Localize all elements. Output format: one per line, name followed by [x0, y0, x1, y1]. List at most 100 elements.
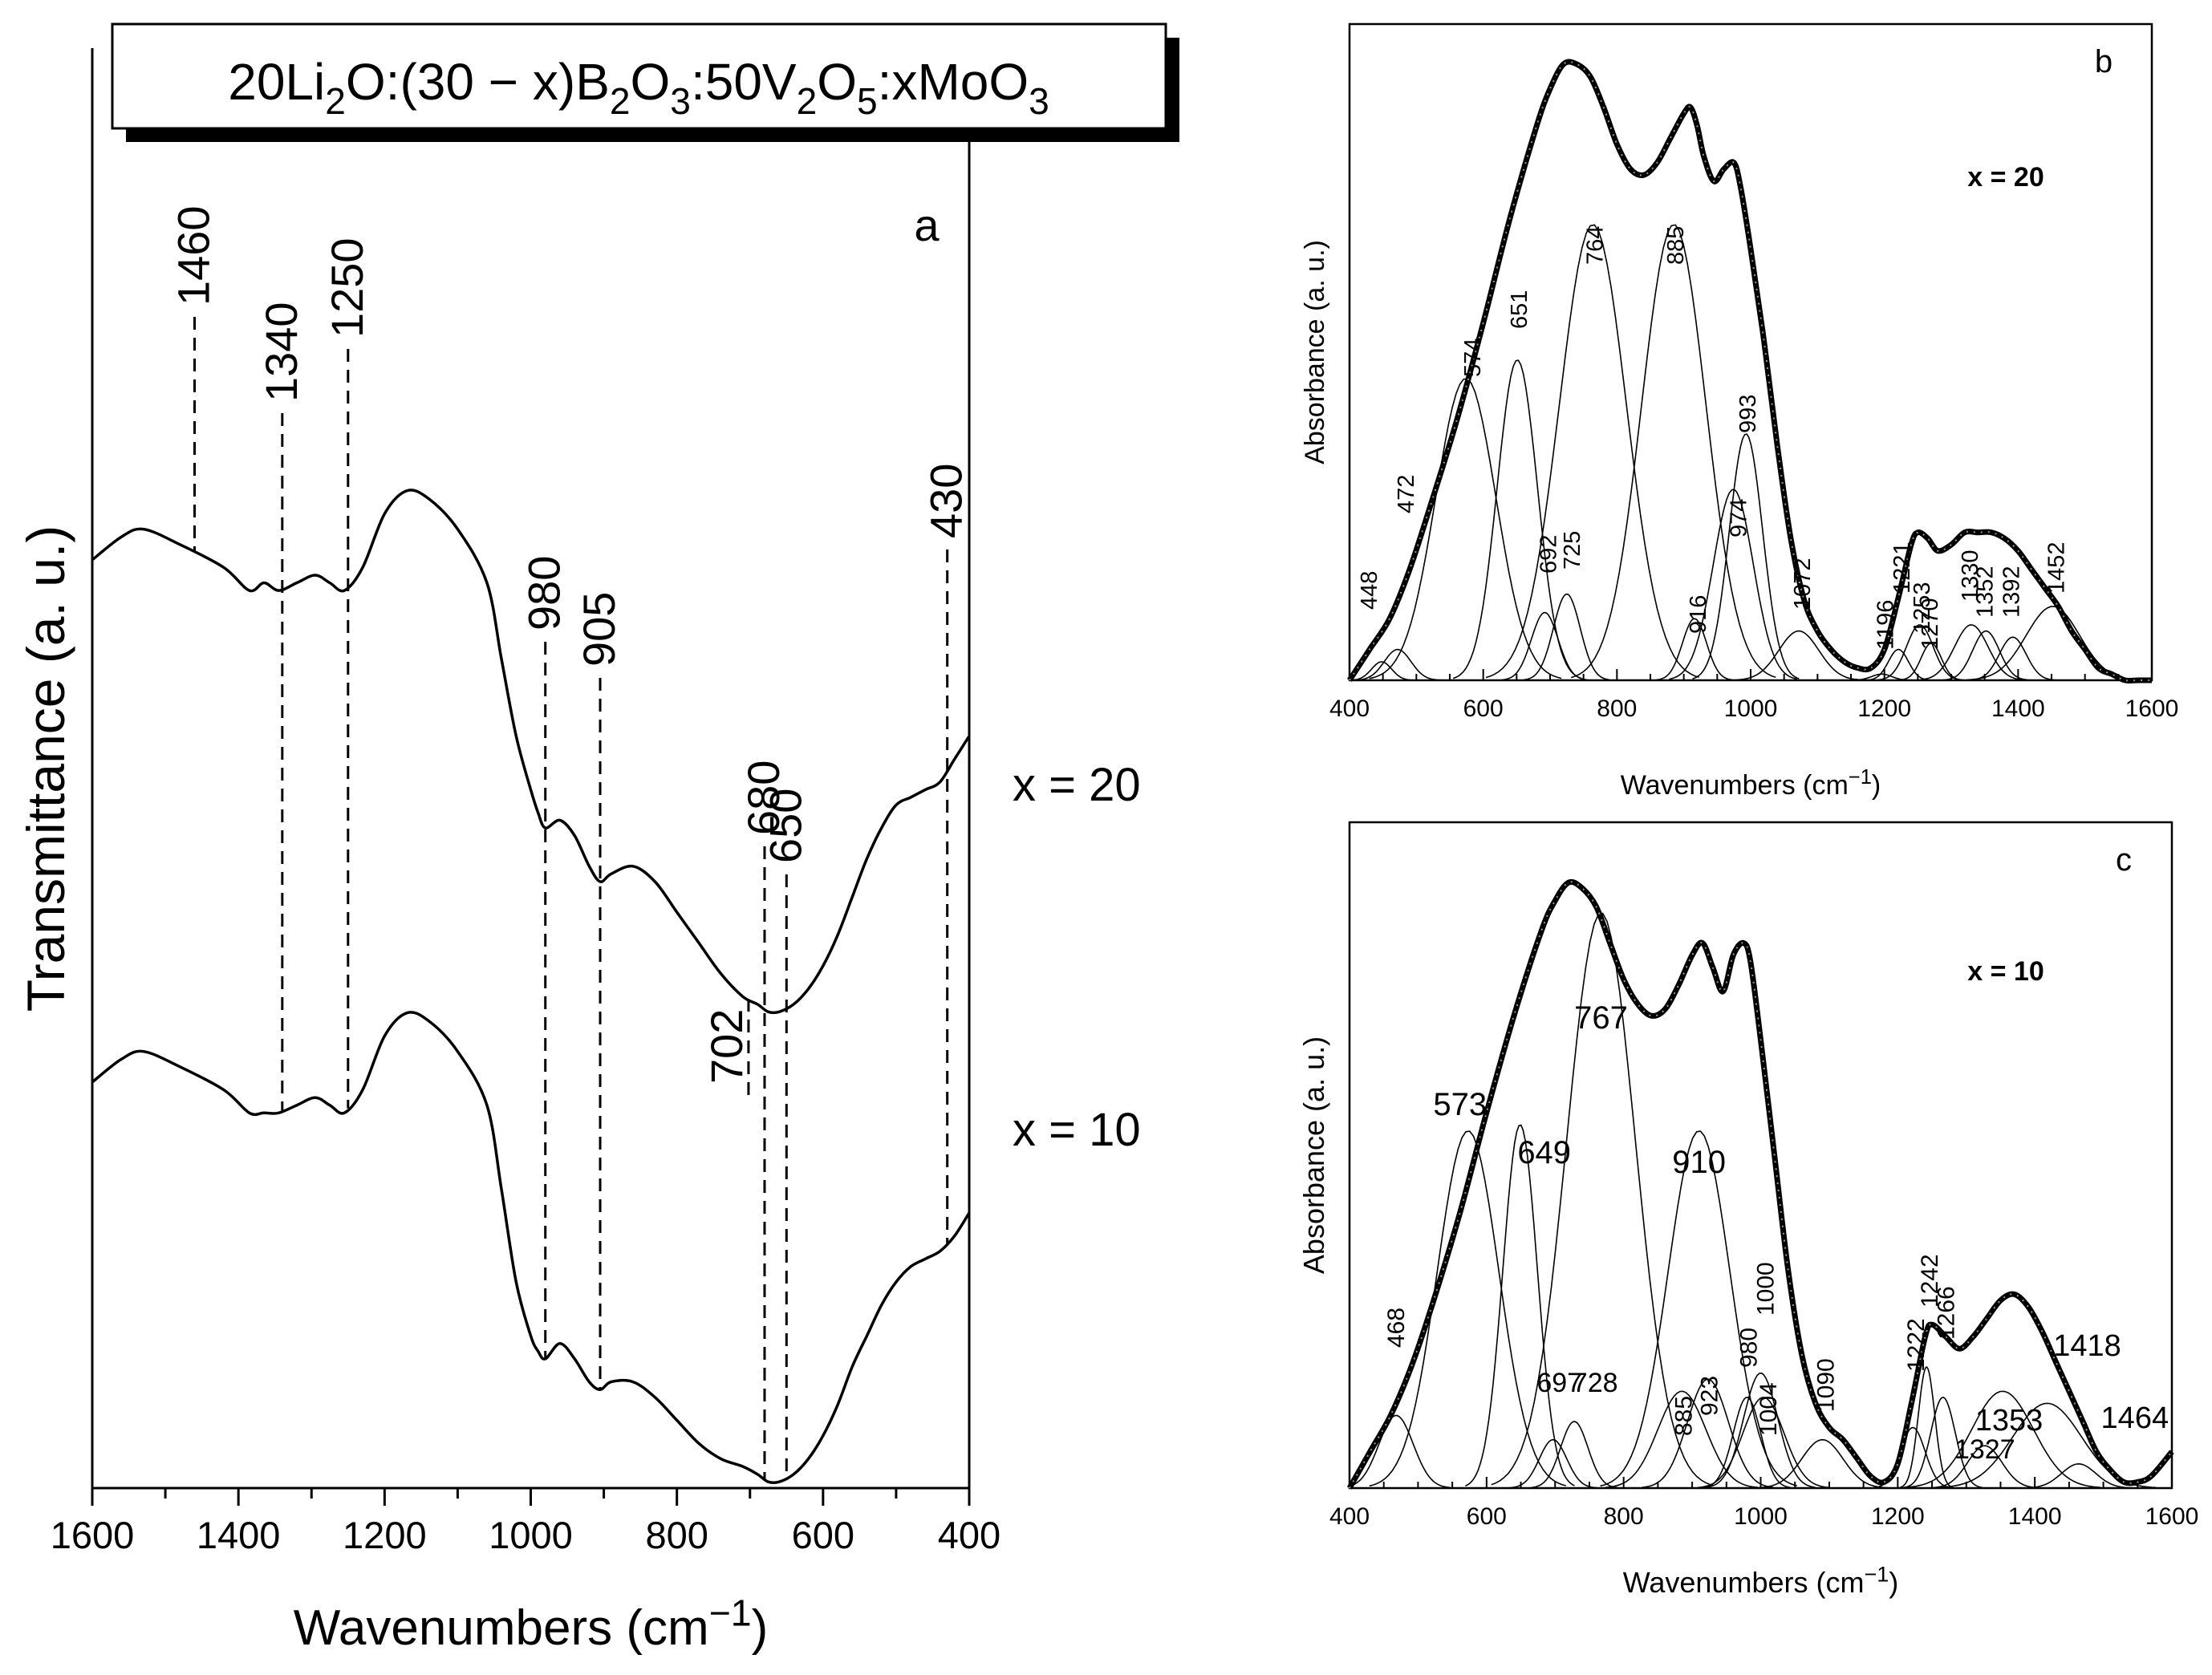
- x-tick-label: 600: [1467, 1503, 1507, 1530]
- peak-label: 993: [1735, 395, 1761, 433]
- series-label: x = 20: [1013, 759, 1141, 811]
- component-peak-725: [1524, 593, 1609, 681]
- component-peak-1270: [1898, 643, 1963, 681]
- peak-label: 1072: [1790, 558, 1816, 610]
- peak-label: 885: [1670, 1396, 1697, 1436]
- peak-label: 885: [1663, 226, 1689, 265]
- component-peak-764: [1485, 224, 1699, 679]
- peak-label: 767: [1574, 1000, 1628, 1036]
- component-peak-573: [1369, 1130, 1567, 1487]
- x-tick-label: 1200: [343, 1514, 427, 1556]
- peak-label: 916: [1686, 595, 1711, 634]
- x-tick-label: 400: [938, 1514, 1000, 1556]
- component-peak-651: [1452, 359, 1581, 679]
- annotation-label: 1250: [322, 237, 372, 338]
- x-tick-label: 1000: [1724, 696, 1778, 722]
- component-peak-1464: [2023, 1462, 2133, 1489]
- component-peak-468: [1350, 1414, 1451, 1489]
- panel-b: 400 600 800 1000 1200 1400 1600 Wavenumbers (cm…: [1300, 22, 2179, 801]
- panel-a: 1600 1400 1200 1000 800 600 400 Wavenumbers (cm…: [16, 22, 1179, 1656]
- component-peak-692: [1501, 611, 1588, 681]
- component-peak-1000: [1706, 1372, 1816, 1488]
- component-peak-728: [1530, 1421, 1618, 1489]
- peak-label: 1352: [1972, 566, 1998, 618]
- envelope-markers: [1349, 61, 2152, 682]
- component-peak-993: [1692, 433, 1800, 679]
- peak-label: 728: [1573, 1368, 1618, 1398]
- x-tick-label: 800: [645, 1514, 708, 1556]
- annotation-label: 905: [574, 592, 624, 667]
- x-tick-label: 1600: [2145, 1503, 2199, 1530]
- peak-label: 764: [1582, 226, 1608, 265]
- peak-label: 472: [1394, 475, 1419, 513]
- peak-label: 1270: [1918, 598, 1943, 650]
- component-peak-1090: [1756, 1438, 1888, 1489]
- x-tick-label: 1400: [197, 1514, 281, 1556]
- component-peak-1072: [1734, 630, 1863, 681]
- panel-label-a: a: [914, 200, 940, 250]
- y-axis-title: Absorbance (a. u.): [1300, 240, 1330, 464]
- x-tick-label: 1600: [51, 1514, 135, 1556]
- component-peak-974: [1669, 489, 1797, 680]
- x-tick-label: 1000: [1734, 1503, 1788, 1530]
- panel-label: c: [2116, 842, 2132, 878]
- series-label: x = 10: [1013, 1104, 1141, 1156]
- x-tick-label: 1200: [1871, 1503, 1925, 1530]
- component-peak-923: [1642, 1378, 1774, 1488]
- annotation-label: 430: [921, 464, 972, 538]
- x-axis-title: Wavenumbers (cm−1): [1621, 766, 1881, 801]
- peak-label: 1353: [1975, 1404, 2044, 1438]
- composition-title: 20Li2O:(30 − x)B2O3:50V2O5:xMoO3: [228, 53, 1049, 122]
- x-tick-label: 600: [792, 1514, 854, 1556]
- x-tick-label: 800: [1597, 696, 1637, 722]
- composition-subtitle: x = 10: [1967, 956, 2044, 987]
- title-box: [111, 22, 1167, 130]
- x-axis-title: Wavenumbers (cm−1): [294, 1592, 769, 1656]
- peak-label: 1392: [1999, 566, 2025, 618]
- peak-label: 980: [1735, 1328, 1762, 1368]
- envelope-markers: [1349, 881, 2173, 1489]
- x-tick-label: 800: [1604, 1503, 1644, 1530]
- component-peak-1266: [1903, 1397, 1983, 1489]
- annotation-label: 680: [738, 760, 789, 835]
- peak-label: 1242: [1917, 1254, 1943, 1308]
- component-peak-697: [1508, 1438, 1597, 1489]
- annotation-label: 980: [519, 556, 570, 631]
- x-axis-title: Wavenumbers (cm−1): [1623, 1562, 1899, 1599]
- y-axis-title: Transmittance (a. u.): [16, 525, 75, 1012]
- peak-label: 1452: [2044, 541, 2070, 594]
- x-tick-label: 1600: [2125, 696, 2179, 722]
- x-tick-label: 400: [1329, 1503, 1370, 1530]
- x-tick-label: 1400: [2008, 1503, 2062, 1530]
- component-peak-1253: [1877, 624, 1962, 681]
- peak-label: 1327: [1954, 1434, 2015, 1465]
- component-peak-1353: [1903, 1390, 2101, 1489]
- panel-c: 400 600 800 1000 1200 1400 1600 Wavenumbers (cm…: [1297, 821, 2199, 1599]
- peak-label: 649: [1517, 1135, 1571, 1170]
- x-tick-label: 600: [1463, 696, 1504, 722]
- peak-label: 1004: [1755, 1382, 1782, 1436]
- peak-label: 1266: [1934, 1286, 1960, 1340]
- component-peak-1352: [1942, 630, 2029, 681]
- peak-label: 1418: [2053, 1329, 2121, 1363]
- component-peak-885: [1570, 224, 1776, 679]
- peak-label: 697: [1536, 1368, 1582, 1398]
- component-peak-1327: [1930, 1445, 2040, 1489]
- panel-label: b: [2095, 44, 2113, 79]
- peak-label: 1253: [1910, 582, 1935, 634]
- peak-label: 692: [1536, 535, 1561, 574]
- spectrum-line-x20: [91, 489, 971, 1015]
- composition-subtitle: x = 20: [1967, 162, 2044, 193]
- peak-label: 651: [1507, 290, 1532, 329]
- component-peak-885: [1605, 1390, 1759, 1489]
- component-peak-1392: [1970, 636, 2056, 681]
- peak-label: 725: [1560, 531, 1585, 570]
- peak-label: 1221: [1889, 541, 1915, 594]
- peak-label: 468: [1383, 1308, 1410, 1348]
- x-tick-label: 400: [1329, 696, 1370, 722]
- peak-label: 923: [1697, 1376, 1723, 1416]
- peak-label: 448: [1357, 571, 1382, 610]
- component-peak-910: [1600, 1130, 1797, 1487]
- x-tick-label: 1000: [489, 1514, 573, 1556]
